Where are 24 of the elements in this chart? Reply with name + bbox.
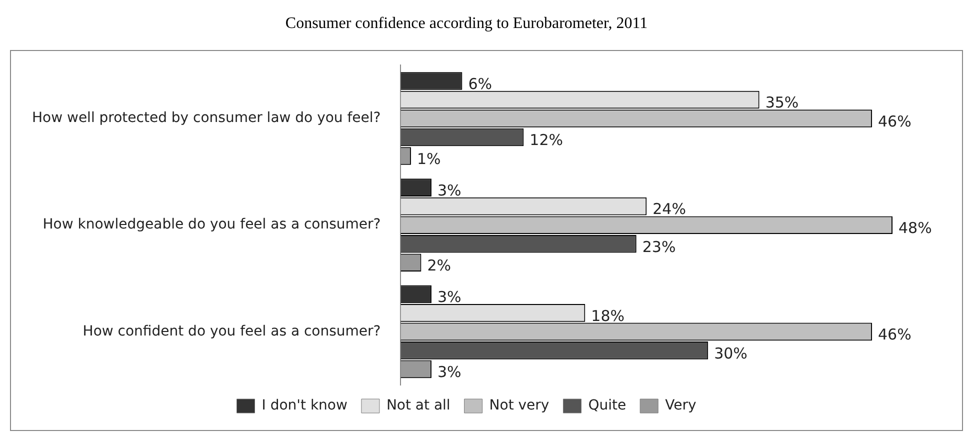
legend-label: Quite [588, 398, 626, 414]
data-label: 18% [591, 306, 624, 325]
data-label: 35% [765, 94, 799, 112]
data-label: 1% [416, 150, 441, 168]
data-label: 3% [437, 181, 462, 200]
data-label: 23% [642, 238, 676, 256]
legend-label: I don't know [262, 398, 348, 414]
data-label: 3% [437, 363, 462, 382]
data-label: 12% [530, 131, 564, 150]
y-tick-label: How confident do you feel as a consumer? [82, 323, 381, 340]
legend-label: Not very [489, 398, 550, 414]
data-label: 2% [427, 256, 452, 275]
y-tick-label: How well protected by consumer law do you feel? [32, 110, 381, 126]
data-label: 48% [898, 218, 932, 237]
data-label: 46% [878, 326, 912, 344]
legend-label: Not at all [386, 398, 450, 414]
data-label: 30% [714, 344, 748, 362]
data-label: 46% [878, 112, 912, 130]
legend-label: Very [665, 398, 696, 414]
chart-title: Consumer confidence according to Eurobarometer, 2011 [285, 14, 648, 32]
data-label: 3% [437, 288, 462, 306]
data-label: 6% [468, 74, 492, 93]
data-label: 24% [652, 200, 686, 218]
y-tick-label: How knowledgeable do you feel as a consumer? [42, 216, 381, 233]
